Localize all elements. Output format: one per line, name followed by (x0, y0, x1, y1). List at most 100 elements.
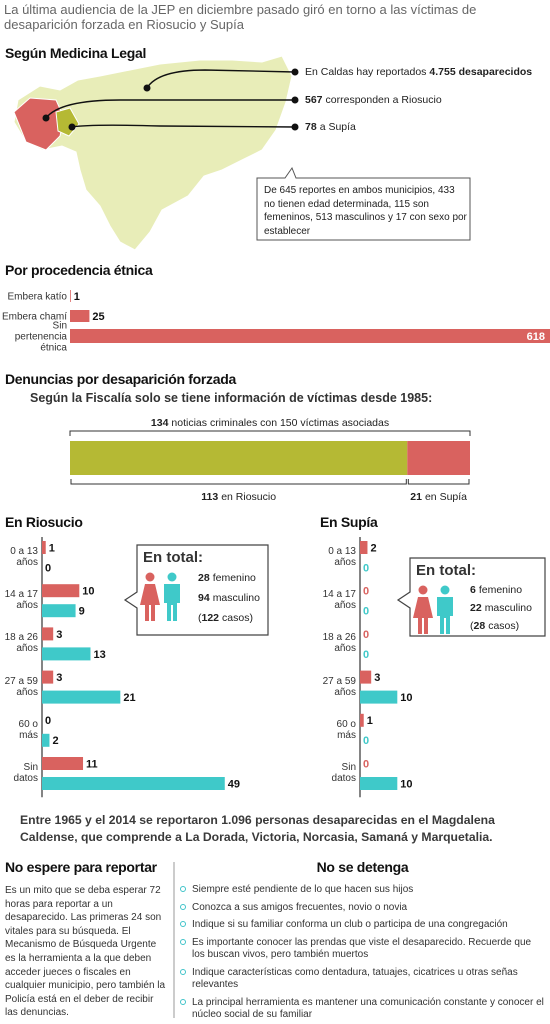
bar (70, 310, 90, 322)
cases-value: 28 (474, 620, 486, 632)
value-label: 1 (74, 291, 80, 303)
callout-before: En Caldas hay reportados (305, 66, 427, 78)
callout-after: a Supía (319, 121, 356, 133)
value-label: 49 (228, 778, 240, 790)
bar (42, 647, 91, 661)
value-label: 13 (93, 649, 105, 661)
bar (360, 713, 364, 727)
total-line: 94 masculino (198, 592, 260, 604)
tip: Siempre esté pendiente de lo que hacen s… (180, 884, 545, 897)
segment-value: 21 (410, 491, 422, 503)
bar (42, 757, 84, 770)
callout-line (45, 99, 295, 119)
legend-label: femenino (479, 584, 522, 596)
icon-head (418, 585, 428, 595)
segment-value: 113 (201, 491, 218, 503)
paren: ( (470, 620, 474, 632)
title: La última audiencia de la JEP en diciemb… (4, 2, 477, 32)
callout-bold: 567 (305, 94, 323, 106)
value-label: 0 (363, 606, 369, 618)
bar (360, 690, 398, 704)
value-label: 0 (45, 562, 51, 574)
dot (291, 68, 299, 76)
category-label: 0 a 13 años (328, 546, 356, 568)
chart-title: Denuncias por desaparición forzada (5, 371, 236, 387)
legend-label: femenino (213, 572, 256, 584)
total-value: 134 (151, 417, 169, 429)
map-note: De 645 reportes en ambos municipios, 433… (264, 185, 467, 237)
value-label: 0 (45, 715, 51, 727)
category-label: 27 a 59 años (4, 675, 38, 698)
bar (70, 290, 71, 302)
total-line: 6 femenino (470, 584, 522, 596)
total-text: noticias criminales con 150 víctimas aso… (171, 417, 389, 429)
left-title: No espere para reportar (5, 859, 157, 875)
cases-value: 122 (202, 612, 220, 624)
callout: 78 a Supía (305, 121, 356, 133)
legend-label: en Riosucio (221, 491, 276, 503)
icon-head (145, 572, 155, 582)
bar (42, 777, 225, 790)
callout-lines (45, 69, 296, 128)
value-label: 0 (363, 758, 369, 770)
value-label: 25 (92, 311, 104, 323)
category-label: 14 a 17 años (322, 589, 356, 612)
segment-label: 21 en Supía (410, 491, 467, 503)
segment-label: 113 en Riosucio (201, 491, 276, 503)
dot (68, 123, 76, 131)
bar (42, 733, 50, 747)
bar (42, 604, 76, 618)
chart-title: En Riosucio (5, 514, 83, 530)
bracket (407, 479, 470, 485)
icon-body (437, 597, 453, 634)
callout-bold: 78 (305, 121, 317, 133)
value-label: 10 (82, 586, 94, 598)
bar (42, 690, 121, 704)
chart-title: Por procedencia étnica (5, 262, 153, 278)
dot (291, 123, 299, 131)
cases-text: casos (488, 620, 515, 632)
bar (42, 584, 80, 598)
segment (407, 441, 470, 475)
callout-line (146, 69, 296, 89)
category-label: 60 o más (336, 718, 356, 741)
bar (360, 670, 372, 684)
chart-title: En Supía (320, 514, 378, 530)
legend-label: masculino (485, 602, 532, 614)
value-label: 10 (400, 692, 412, 704)
totals-title: En total: (143, 549, 203, 566)
icon-head (440, 585, 450, 595)
bar (360, 541, 368, 554)
value-label: 21 (123, 692, 135, 704)
cases-text: casos (222, 612, 249, 624)
total-line: 28 femenino (198, 572, 256, 584)
category-label: 14 a 17 años (4, 589, 38, 612)
paren: ) (516, 620, 520, 632)
value-label: 1 (367, 715, 373, 727)
total-value: 22 (470, 602, 482, 614)
tip: La principal herramienta es mantener una… (180, 997, 545, 1022)
paren: ( (198, 612, 202, 624)
note-box (256, 166, 471, 241)
total-value: 94 (198, 592, 210, 604)
category-label: Sin datos (331, 762, 356, 784)
total-line: (122 casos) (198, 612, 253, 624)
total-line: 22 masculino (470, 602, 532, 614)
bar (42, 627, 54, 641)
tip: Indique si su familiar conforma un club … (180, 919, 545, 932)
value-label: 11 (86, 758, 98, 770)
category-label: Embera katío (7, 291, 67, 303)
bracket (69, 430, 471, 436)
callout-line (71, 124, 296, 128)
callout: 567 corresponden a Riosucio (305, 94, 442, 106)
category-label: Embera chamí (1, 311, 67, 323)
total-value: 6 (470, 584, 476, 596)
dot (143, 84, 151, 92)
category-label: 27 a 59 años (322, 675, 356, 698)
icon-body (413, 597, 433, 634)
icon-body (164, 584, 180, 621)
totals-box (396, 557, 546, 637)
category-label: 0 a 13 años (10, 546, 38, 568)
